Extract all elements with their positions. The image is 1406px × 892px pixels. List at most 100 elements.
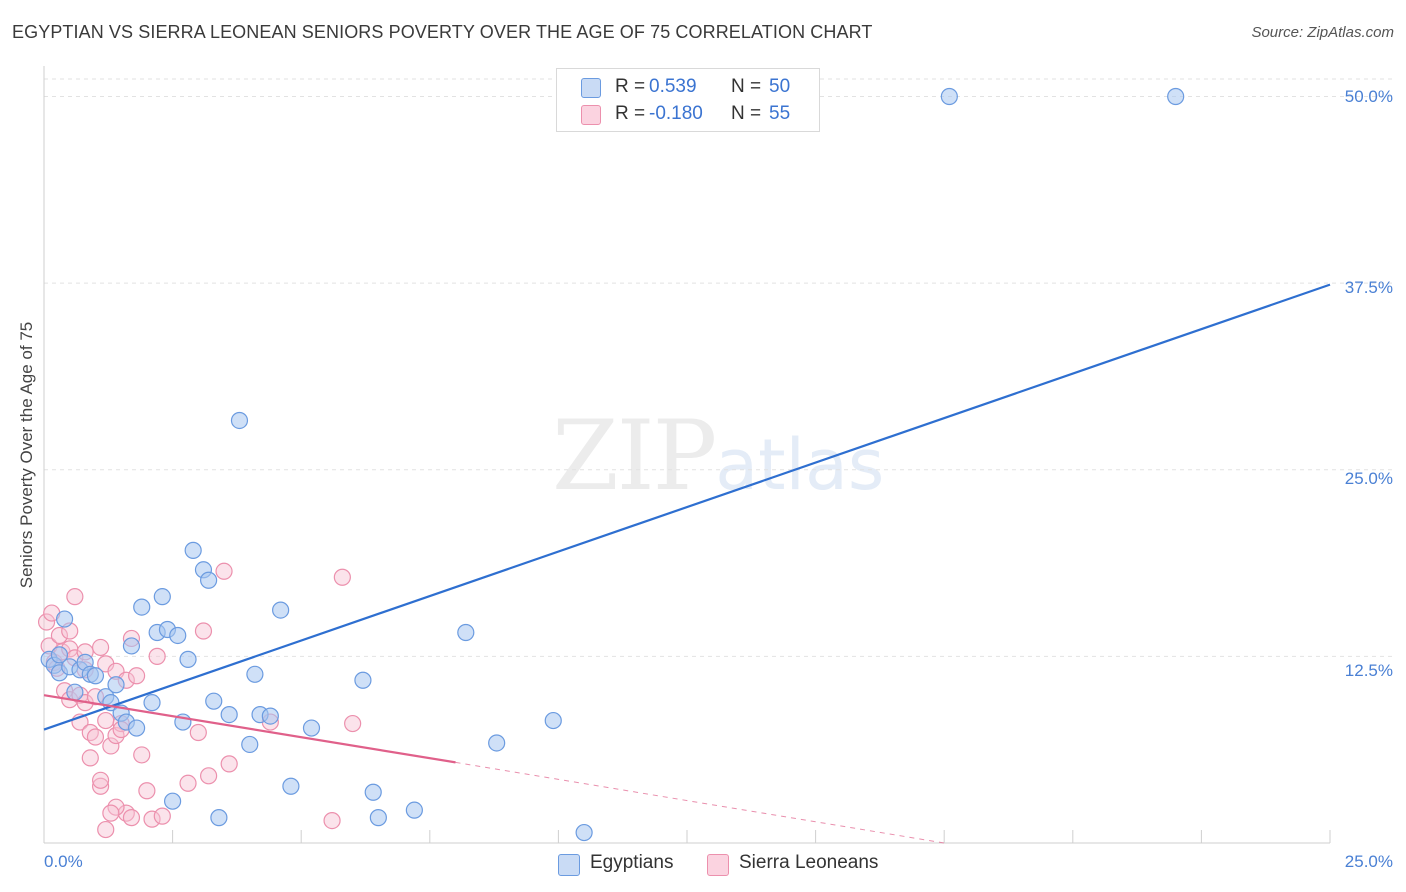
egyptian-point [940,87,958,106]
n-label: N = [731,76,762,97]
egyptian-point [86,667,105,685]
sierra-leonean-trendline [43,694,456,764]
sierra-leonean-point [86,728,105,746]
egyptian-point [369,809,387,827]
n-value: 55 [769,103,791,124]
n-value: 50 [769,76,791,97]
legend-label: Egyptians [590,852,674,873]
egyptian-point [143,694,161,712]
sierra-leonean-trendline [455,761,945,844]
sierra-leonean-point [66,588,84,606]
egyptian-point [127,719,146,737]
egyptian-point [133,598,151,616]
egyptian-trendline [43,283,1331,731]
chart-title: EGYPTIAN VS SIERRA LEONEAN SENIORS POVER… [12,22,873,42]
y-tick-label: 12.5% [1344,661,1393,680]
legend-swatch [707,854,729,876]
legend-swatch [558,854,580,876]
watermark: ZIPatlas [552,400,884,512]
gridlines [44,78,1395,657]
sierra-leonean-point [179,774,197,792]
sierra-leonean-points [37,562,362,839]
sierra-leonean-point [220,755,238,773]
egyptian-point [405,801,423,819]
egyptian-point [544,711,562,730]
egyptian-point [272,601,290,619]
x-tick-label: 25.0% [1344,852,1393,871]
egyptian-point [184,541,202,559]
egyptian-point [1167,87,1185,106]
egyptian-points [40,87,1185,842]
r-label: R = [615,76,646,97]
sierra-leonean-point [148,647,166,665]
correlation-stats-box: R = 0.539 N = 50 R = -0.180 N = 55 [556,68,820,132]
sierra-leonean-point [91,771,110,789]
sierra-leonean-point [153,807,171,825]
sierra-leonean-point [200,767,218,785]
sierra-leonean-point [91,777,110,795]
egyptian-point [364,783,382,801]
sierra-leonean-point [102,737,120,755]
sierra-leonean-point [333,568,351,586]
egyptian-point [575,823,593,842]
egyptian-point [164,792,182,810]
egyptian-point [210,809,228,827]
egyptian-point [122,637,141,655]
sierra-leonean-point [138,782,156,800]
egyptian-point [457,623,475,642]
egyptian-point [261,707,279,725]
y-tick-label: 25.0% [1344,469,1393,488]
sierra-leonean-point [122,809,141,827]
sierra-leonean-point [215,562,233,580]
trendlines [43,283,1331,844]
sierra-leonean-point [133,746,151,764]
egyptian-point [282,777,300,795]
watermark-atlas: atlas [715,424,885,506]
source-label: Source: ZipAtlas.com [1251,24,1394,41]
egyptians-swatch [581,78,601,98]
sierra-leonean-point [189,723,207,742]
y-axis-label: Seniors Poverty Over the Age of 75 [17,321,36,589]
egyptian-point [220,706,238,724]
egyptian-point [107,676,125,694]
sierra-leoneans-swatch [581,105,601,125]
sierra-leonean-point [37,613,56,631]
sierra-leonean-point [81,749,99,767]
egyptian-point [241,735,259,754]
n-label: N = [731,103,762,124]
y-tick-label: 50.0% [1344,87,1393,106]
egyptian-point [246,665,264,683]
egyptian-point [205,692,223,710]
sierra-leonean-point [344,714,362,733]
egyptian-point [55,610,74,628]
r-value: -0.180 [649,103,703,124]
egyptian-point [50,646,69,664]
egyptian-point [354,671,372,689]
egyptian-point [302,719,321,737]
egyptian-point [169,626,187,645]
r-value: 0.539 [649,76,697,97]
sierra-leonean-point [323,812,341,830]
egyptian-point [200,571,218,589]
axes [43,66,1331,844]
egyptian-point [66,683,84,701]
sierra-leonean-point [97,820,115,839]
r-label: R = [615,103,646,124]
sierra-leonean-point [127,667,146,685]
sierra-leonean-point [143,810,161,828]
stats-row-egyptians: R = 0.539 N = 50 [557,74,819,102]
stats-row-sierra-leoneans: R = -0.180 N = 55 [557,101,819,129]
sierra-leonean-point [102,804,120,822]
egyptian-point [230,411,249,430]
y-tick-label: 37.5% [1344,278,1393,297]
egyptian-point [488,734,506,752]
sierra-leonean-point [97,711,115,730]
egyptian-point [153,588,171,606]
legend-label: Sierra Leoneans [739,852,879,873]
sierra-leonean-point [91,638,110,657]
sierra-leonean-point [194,622,213,640]
sierra-leonean-point [50,626,69,645]
x-tick-label: 0.0% [44,852,83,871]
watermark-zip: ZIP [552,400,717,512]
